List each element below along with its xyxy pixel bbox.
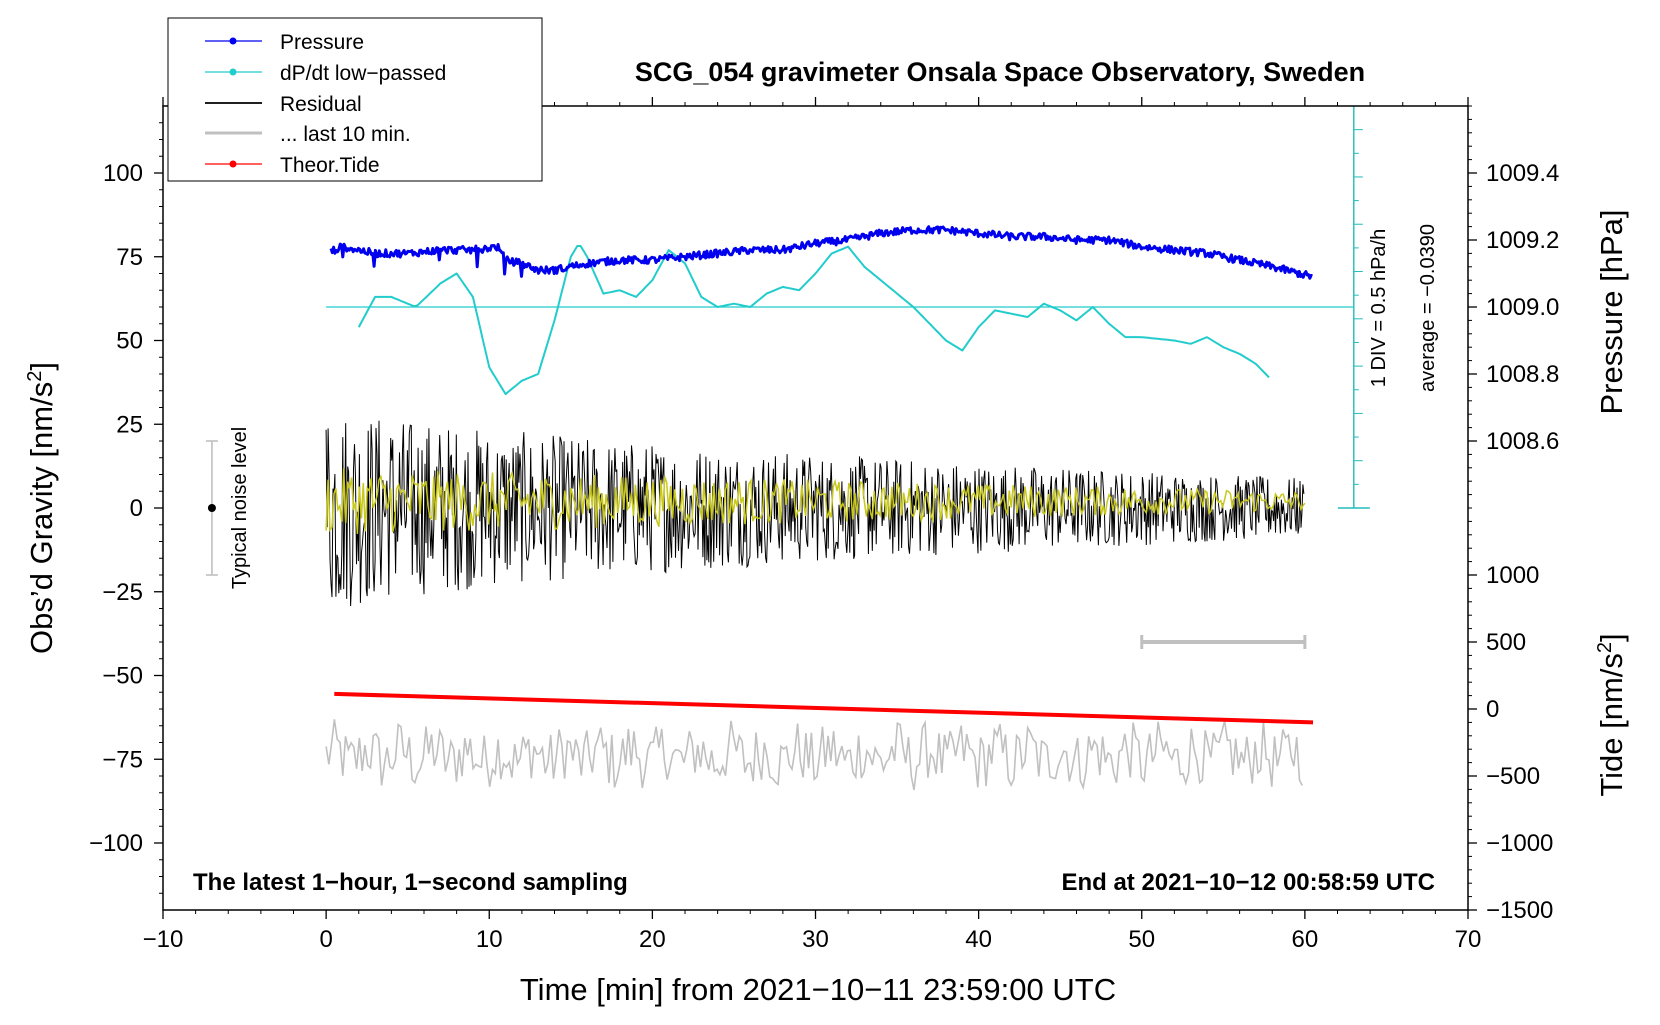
legend-item-last10: ... last 10 min. [205,123,411,146]
legend-marker-pressure [229,37,237,45]
series-pressure-line [329,225,1313,280]
tide-axis-title-sup: 2 [1594,642,1616,653]
legend-item-pressure: Pressure [205,31,364,54]
pressure-axis-title: Pressure [hPa] [1594,209,1629,414]
pressure-tick-label: 1008.8 [1486,361,1559,388]
legend-item-residual: Residual [205,93,362,116]
y-left-tick-label: −25 [102,579,143,606]
x-tick-label: 0 [319,926,332,953]
x-tick-label: 70 [1455,926,1482,953]
series-last10-line [325,719,1304,791]
tide-tick-label: 0 [1486,696,1499,723]
tide-tick-label: 1000 [1486,562,1539,589]
pressure-tick-label: 1009.0 [1486,294,1559,321]
y-left-tick-label: 75 [116,244,143,271]
pressure-tick-label: 1008.6 [1486,428,1559,455]
x-tick-label: 20 [639,926,666,953]
tide-axis-title: Tide [nm/s2] [1594,633,1629,796]
left-axis-title: Obs’d Gravity [nm/s2] [24,362,59,654]
y-left-tick-label: −75 [102,746,143,773]
legend-label-pressure: Pressure [280,31,364,54]
series-layer [205,105,1370,791]
pressure-tick-label: 1009.2 [1486,227,1559,254]
x-tick-label: −10 [143,926,184,953]
noise-level-dot [207,504,216,512]
x-tick-label: 10 [476,926,503,953]
x-tick-label: 60 [1292,926,1319,953]
legend-box [167,17,543,182]
legend-marker-tide [229,160,237,168]
left-axis-title-close: ] [24,362,59,371]
legend-label-last10: ... last 10 min. [280,123,411,146]
annotation-div-scale: 1 DIV = 0.5 hPa/h [1368,229,1390,387]
tide-axis-title-close: ] [1594,633,1629,642]
annotation-sampling: The latest 1−hour, 1−second sampling [193,869,628,896]
tide-tick-label: −500 [1486,763,1540,790]
y-left-tick-label: −100 [89,830,143,857]
series-dpdt-line [357,245,1270,396]
x-tick-label: 30 [802,926,829,953]
tide-tick-label: −1500 [1486,897,1553,924]
legend-marker-dpdt [229,68,237,76]
chart-title: SCG_054 gravimeter Onsala Space Observat… [635,57,1365,87]
y-left-tick-label: 50 [116,328,143,355]
series-tide-line [334,691,1314,725]
x-axis-title: Time [min] from 2021−10−11 23:59:00 UTC [520,972,1116,1007]
y-left-tick-label: −50 [102,663,143,690]
annotation-noise: Typical noise level [229,427,251,589]
legend: Pressure dP/dt low−passed Residual ... l… [167,17,543,182]
series-residual-smoothed-line [325,468,1306,534]
tick-layer: −10 0 10 20 30 40 50 60 701007550250−25−50−75−10… [89,97,1559,953]
tide-tick-label: −1000 [1486,830,1553,857]
legend-label-dpdt: dP/dt low−passed [280,62,446,85]
pressure-tick-label: 1009.4 [1486,160,1559,187]
legend-label-tide: Theor.Tide [280,154,380,177]
y-left-tick-label: 25 [116,411,143,438]
tide-axis-title-main: Tide [nm/s [1594,653,1629,797]
y-left-tick-label: 0 [130,495,143,522]
tide-tick-label: 500 [1486,629,1526,656]
x-tick-label: 50 [1128,926,1155,953]
legend-label-residual: Residual [280,93,362,116]
annotation-average: average = −0.0390 [1417,224,1439,392]
legend-item-dpdt: dP/dt low−passed [205,62,446,85]
annotation-end-time: End at 2021−10−12 00:58:59 UTC [1061,869,1435,896]
left-axis-title-main: Obs’d Gravity [nm/s [24,382,59,654]
legend-item-tide: Theor.Tide [205,154,380,177]
y-left-tick-label: 100 [103,160,143,187]
left-axis-title-sup: 2 [24,371,46,382]
x-tick-label: 40 [965,926,992,953]
